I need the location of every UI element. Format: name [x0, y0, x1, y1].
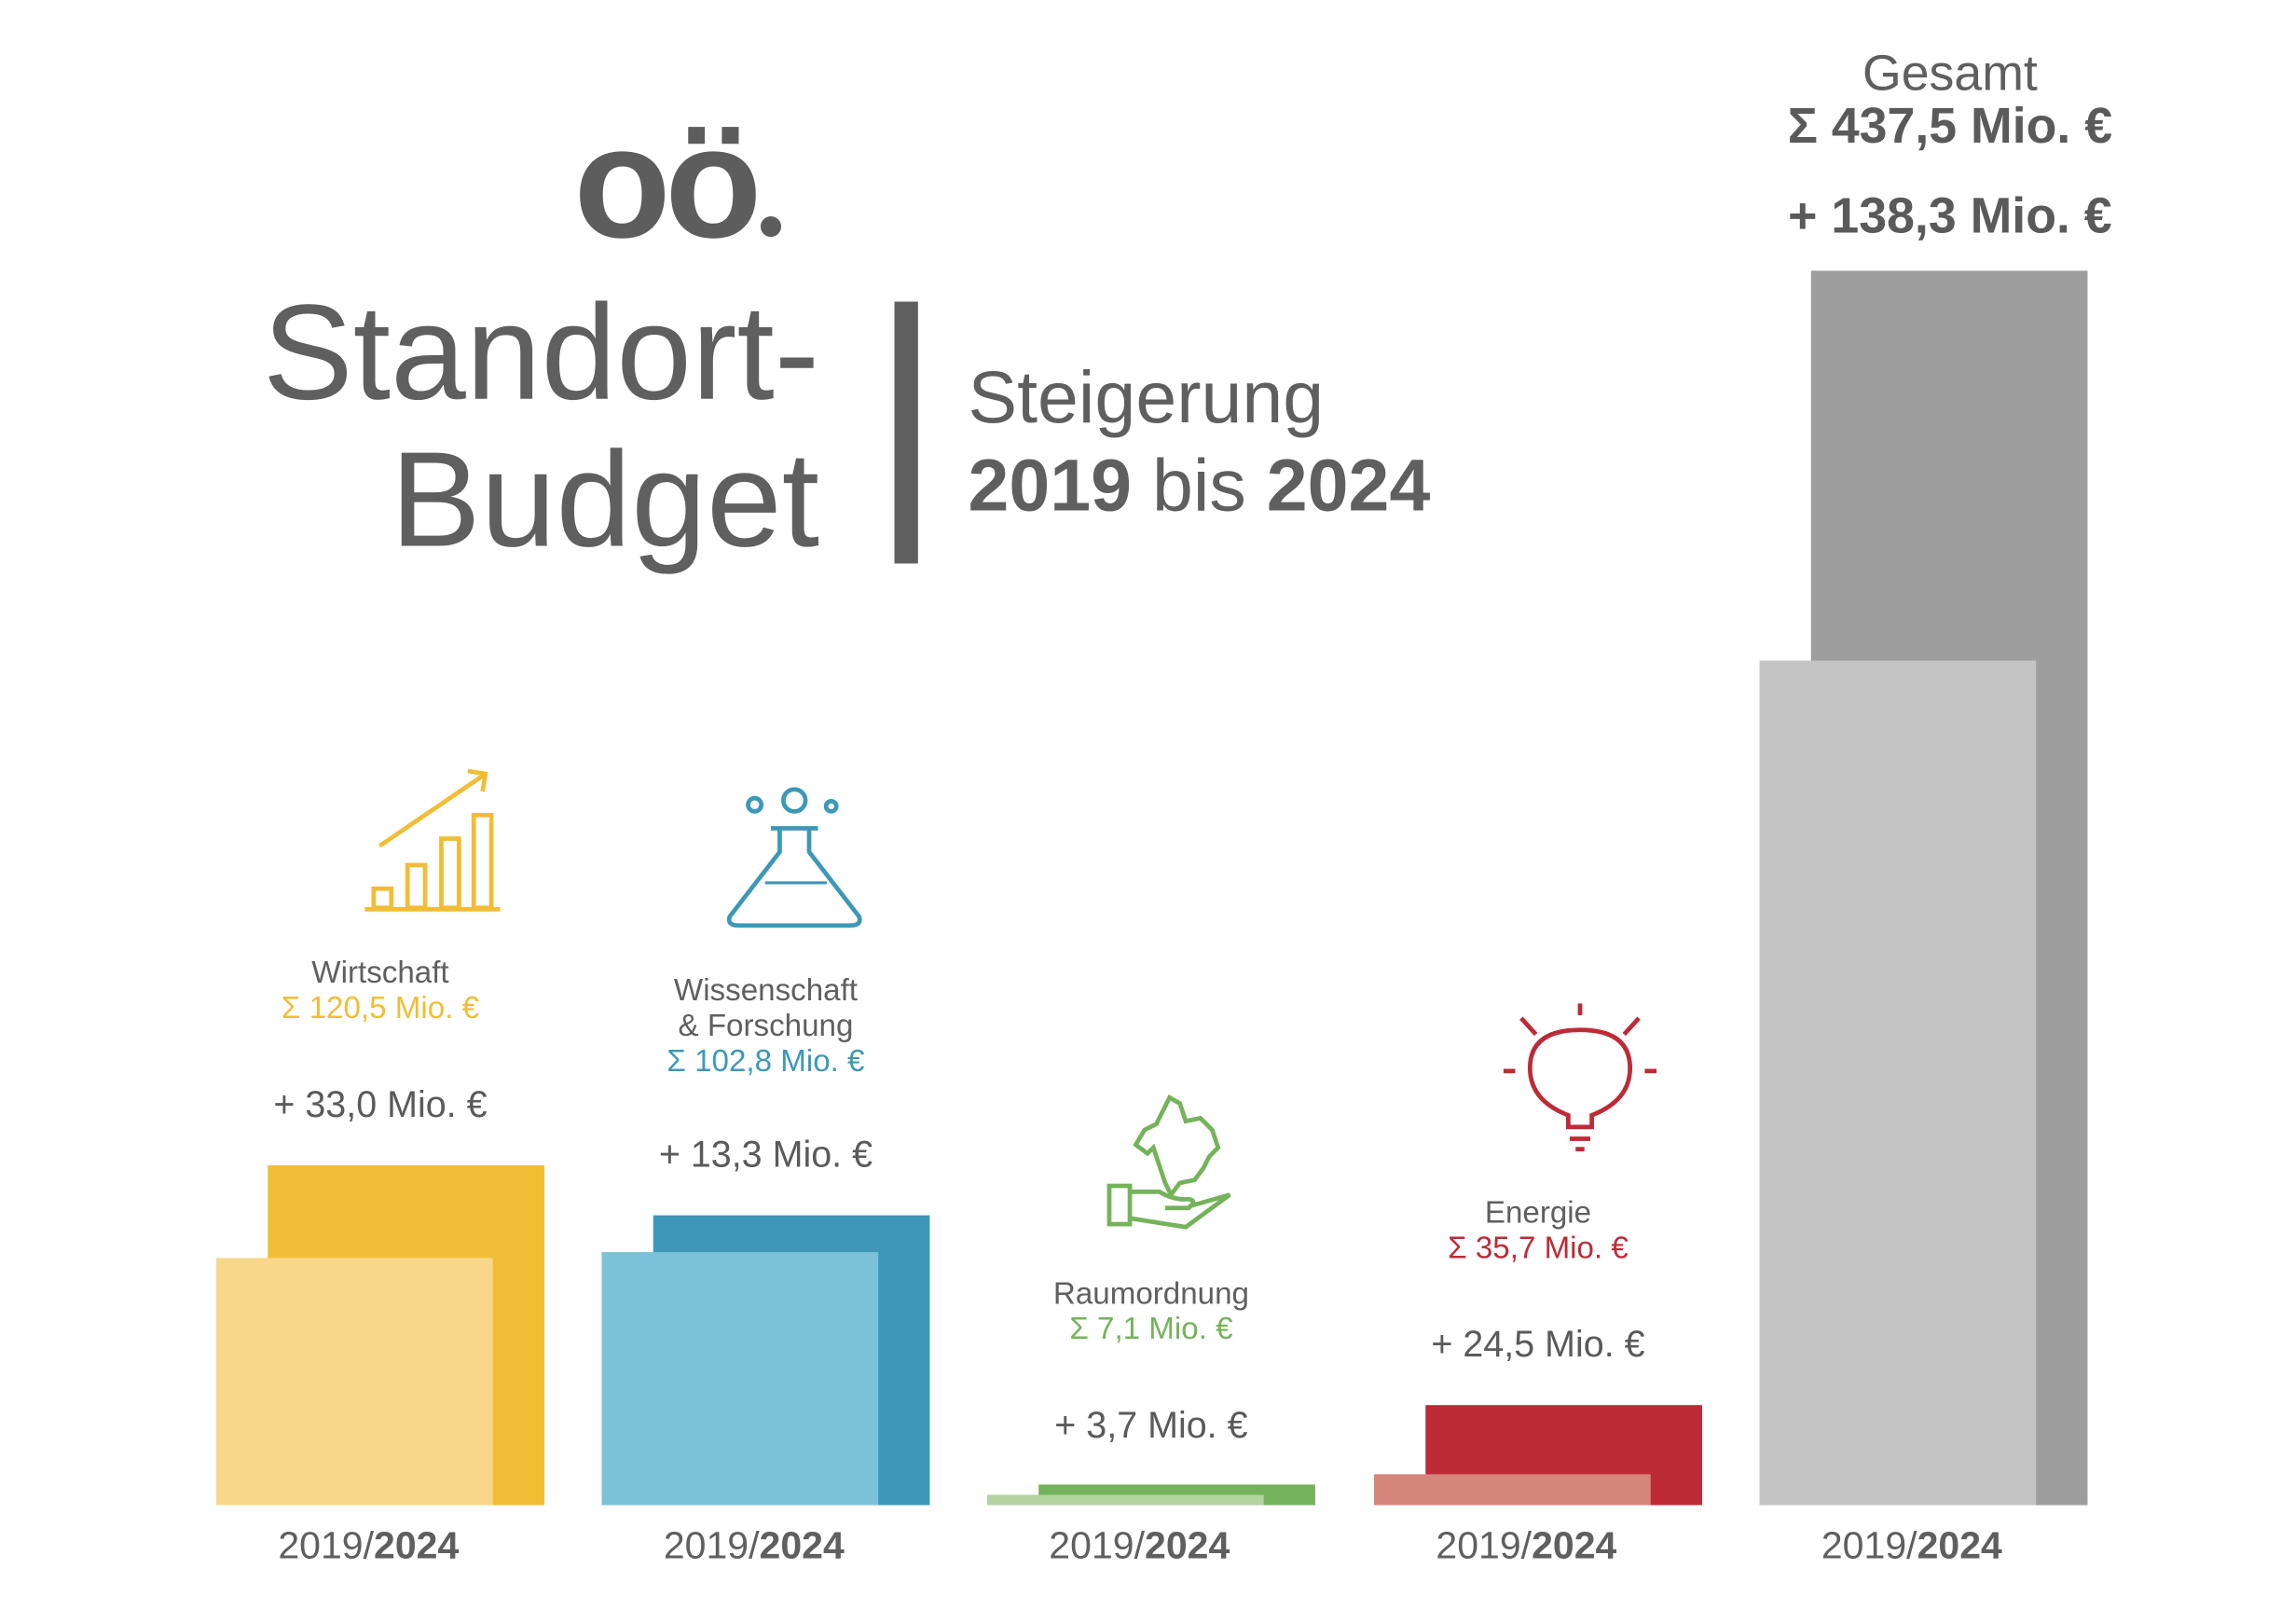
- year-separator: /: [749, 1522, 760, 1567]
- chart-growth-icon: [364, 768, 501, 912]
- title-line-1: Standort-: [262, 278, 820, 429]
- year-label: 2019/2024: [607, 1522, 901, 1568]
- flask-icon: [726, 787, 862, 929]
- year-label: 2019/2024: [992, 1522, 1286, 1568]
- bar-2019-2: [986, 1495, 1264, 1506]
- subtitle-bis: bis: [1151, 444, 1246, 527]
- year-2024: 2024: [1917, 1522, 2002, 1567]
- divider: [894, 301, 918, 564]
- category-sum: Σ 120,5 Mio. €: [281, 991, 479, 1026]
- category-name: Energie: [1484, 1196, 1592, 1231]
- increase-label: + 33,0 Mio. €: [273, 1084, 488, 1126]
- increase-label: + 138,3 Mio. €: [1788, 188, 2112, 244]
- title-line-2: Budget: [390, 425, 820, 576]
- category-label: Wissenschaft & Forschung Σ 102,8 Mio. €: [574, 974, 956, 1080]
- year-label: 2019/2024: [1380, 1522, 1674, 1568]
- hand-map-icon: [1106, 1094, 1231, 1230]
- category-sum: Σ 437,5 Mio. €: [1787, 98, 2113, 155]
- category-name: Raumordnung: [1052, 1276, 1249, 1312]
- bar-2019-3: [1374, 1473, 1651, 1506]
- year-label: 2019/2024: [222, 1522, 516, 1568]
- increase-label: + 13,3 Mio. €: [658, 1134, 873, 1176]
- year-separator: /: [1134, 1522, 1146, 1567]
- year-2024: 2024: [374, 1522, 460, 1567]
- year-2019: 2019: [1436, 1522, 1521, 1567]
- category-label: Raumordnung Σ 7,1 Mio. €: [960, 1277, 1342, 1348]
- subtitle-from: 2019: [968, 444, 1133, 527]
- logo: oö: [573, 103, 781, 261]
- subtitle-line-1: Steigerung: [968, 355, 1325, 439]
- bar-2019-0: [215, 1258, 493, 1506]
- category-label: Wirtschaft Σ 120,5 Mio. €: [189, 957, 571, 1027]
- year-2019: 2019: [1049, 1522, 1134, 1567]
- year-label: 2019/2024: [1765, 1522, 2059, 1568]
- increase-label: + 24,5 Mio. €: [1431, 1324, 1645, 1366]
- year-2024: 2024: [759, 1522, 845, 1567]
- year-2019: 2019: [663, 1522, 749, 1567]
- category-name-2: & Forschung: [678, 1009, 854, 1043]
- year-separator: /: [1520, 1522, 1532, 1567]
- increase-label: + 3,7 Mio. €: [1054, 1405, 1248, 1447]
- category-label: Energie Σ 35,7 Mio. €: [1347, 1196, 1729, 1267]
- category-sum: Σ 102,8 Mio. €: [667, 1044, 865, 1079]
- bar-2019-4: [1759, 660, 2037, 1506]
- bar-2019-1: [601, 1252, 879, 1506]
- subtitle: Steigerung 2019 bis 2024: [968, 353, 1430, 530]
- year-separator: /: [363, 1522, 375, 1567]
- year-2024: 2024: [1532, 1522, 1617, 1567]
- year-2024: 2024: [1145, 1522, 1230, 1567]
- category-name: Gesamt: [1862, 45, 2038, 102]
- year-2019: 2019: [278, 1522, 364, 1567]
- category-name: Wissenschaft: [673, 973, 858, 1009]
- lightbulb-icon: [1503, 1003, 1657, 1151]
- category-label: Gesamt Σ 437,5 Mio. €: [1759, 48, 2141, 154]
- category-name: Wirtschaft: [311, 956, 449, 991]
- category-sum: Σ 35,7 Mio. €: [1448, 1231, 1628, 1266]
- subtitle-to: 2024: [1266, 444, 1431, 527]
- year-separator: /: [1906, 1522, 1917, 1567]
- page-title: Standort- Budget: [263, 280, 819, 574]
- year-2019: 2019: [1821, 1522, 1907, 1567]
- category-sum: Σ 7,1 Mio. €: [1069, 1312, 1233, 1347]
